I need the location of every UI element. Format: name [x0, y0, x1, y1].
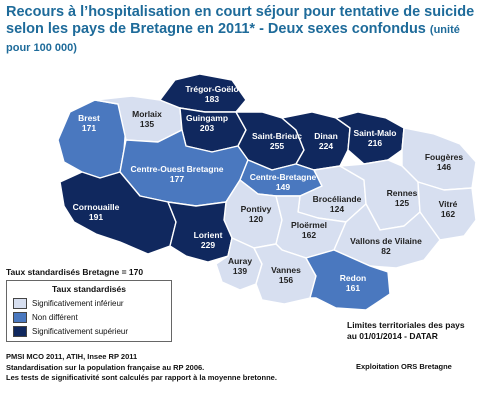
label-centre-bretagne-name: Centre-Bretagne	[250, 172, 317, 182]
label-brest-name: Brest	[78, 113, 100, 123]
label-fougeres-value: 146	[437, 162, 451, 172]
title-main: Recours à l’hospitalisation en court séj…	[6, 4, 475, 37]
label-centre-ouest-name: Centre-Ouest Bretagne	[130, 164, 223, 174]
label-centre-bretagne-value: 149	[276, 182, 290, 192]
label-vallons-value: 82	[381, 246, 391, 256]
label-saint-malo-name: Saint-Malo	[354, 128, 397, 138]
region-brest	[57, 99, 127, 179]
label-saint-brieuc-name: Saint-Brieuc	[252, 131, 302, 141]
label-guingamp-name: Guingamp	[186, 113, 228, 123]
label-vallons-name: Vallons de Vilaine	[350, 236, 422, 246]
label-morlaix-name: Morlaix	[132, 109, 162, 119]
label-brest-value: 171	[82, 123, 96, 133]
map-title: Recours à l’hospitalisation en court séj…	[6, 4, 476, 57]
legend-item-inferieur: Significativement inférieur	[13, 298, 124, 309]
credit: Exploitation ORS Bretagne	[356, 362, 452, 371]
territorial-limits-note: Limites territoriales des pays au 01/01/…	[347, 320, 465, 342]
label-pontivy-name: Pontivy	[241, 204, 272, 214]
standardized-rate: Taux standardisés Bretagne = 170	[6, 267, 144, 277]
region-saint-malo	[335, 111, 405, 165]
label-vitre-value: 162	[441, 209, 455, 219]
label-tregor-goelo-name: Trégor-Goëlo	[185, 84, 238, 94]
legend-swatch-non-different	[13, 312, 27, 323]
label-pontivy-value: 120	[249, 214, 263, 224]
limits-line-2: au 01/01/2014 - DATAR	[347, 331, 438, 341]
label-saint-malo-value: 216	[368, 138, 382, 148]
label-dinan-value: 224	[319, 141, 333, 151]
label-fougeres-name: Fougères	[425, 152, 464, 162]
sources-note: PMSI MCO 2011, ATIH, Insee RP 2011 Stand…	[6, 352, 277, 384]
label-redon-name: Redon	[340, 273, 366, 283]
label-dinan-name: Dinan	[314, 131, 338, 141]
label-rennes-name: Rennes	[387, 188, 418, 198]
region-labels: Trégor-Goëlo 183 Brest 171 Morlaix 135 Guin…	[73, 84, 464, 293]
label-vitre-name: Vitré	[439, 199, 458, 209]
label-auray-name: Auray	[228, 256, 252, 266]
label-lorient-name: Lorient	[194, 230, 223, 240]
legend-label-superieur: Significativement supérieur	[32, 327, 129, 336]
legend-title: Taux standardisés	[51, 284, 126, 294]
sources-line-3: Les tests de significativité sont calcul…	[6, 373, 277, 382]
label-rennes-value: 125	[395, 198, 409, 208]
legend-label-inferieur: Significativement inférieur	[32, 299, 124, 308]
label-vannes-value: 156	[279, 275, 293, 285]
region-redon	[305, 249, 391, 311]
label-vannes-name: Vannes	[271, 265, 301, 275]
legend-swatch-inferieur	[13, 298, 27, 309]
label-cornouaille-value: 191	[89, 212, 103, 222]
label-guingamp-value: 203	[200, 123, 214, 133]
title-unit: (unité pour 100 000)	[6, 24, 460, 54]
sources-line-2: Standardisation sur la population frança…	[6, 362, 205, 372]
legend-label-non-different: Non différent	[32, 313, 78, 322]
label-saint-brieuc-value: 255	[270, 141, 284, 151]
legend: Taux standardisés Significativement infé…	[6, 280, 172, 342]
label-broceliande-value: 124	[330, 204, 344, 214]
label-broceliande-name: Brocéliande	[313, 194, 362, 204]
label-ploermel-value: 162	[302, 230, 316, 240]
label-ploermel-name: Ploërmel	[291, 220, 327, 230]
legend-item-non-different: Non différent	[13, 312, 78, 323]
label-lorient-value: 229	[201, 240, 215, 250]
label-cornouaille-name: Cornouaille	[73, 202, 120, 212]
label-auray-value: 139	[233, 266, 247, 276]
legend-swatch-superieur	[13, 326, 27, 337]
limits-line-1: Limites territoriales des pays	[347, 320, 465, 330]
label-redon-value: 161	[346, 283, 360, 293]
legend-item-superieur: Significativement supérieur	[13, 326, 128, 337]
sources-line-1: PMSI MCO 2011, ATIH, Insee RP 2011	[6, 352, 138, 361]
label-tregor-goelo-value: 183	[205, 94, 219, 104]
label-morlaix-value: 135	[140, 119, 154, 129]
label-centre-ouest-value: 177	[170, 174, 184, 184]
